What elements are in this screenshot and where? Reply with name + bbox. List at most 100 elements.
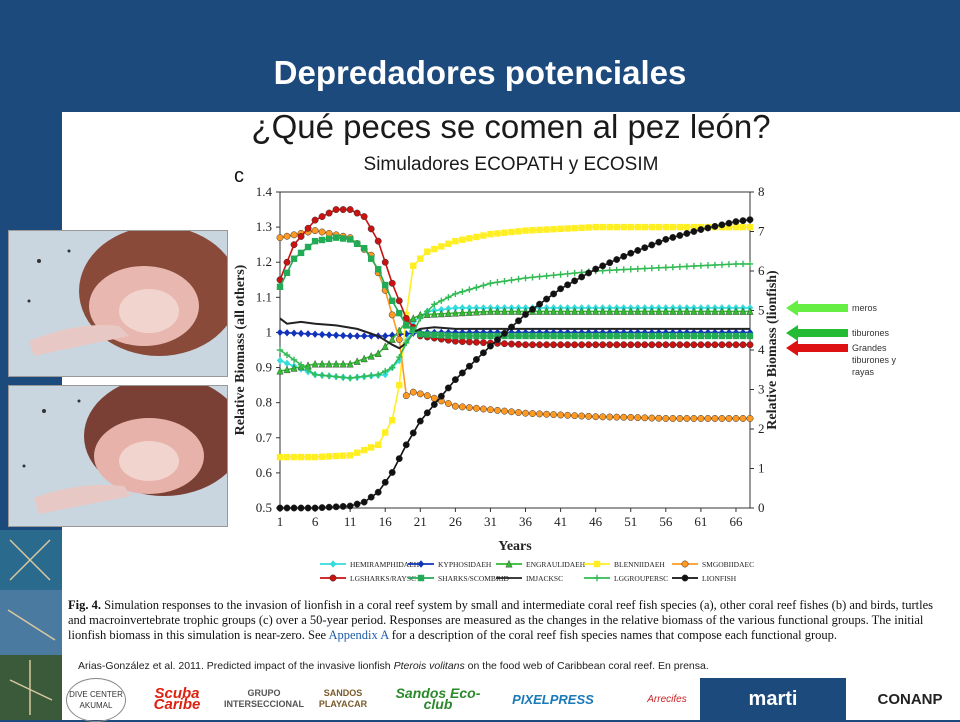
- series-point-6: [732, 341, 740, 349]
- series-point-10: [522, 311, 529, 318]
- series-point-4: [424, 248, 431, 255]
- series-point-10: [290, 504, 298, 512]
- series-point-9: [297, 361, 305, 368]
- x-tick-label: 46: [589, 514, 603, 529]
- series-point-10: [655, 238, 663, 246]
- series-point-10: [739, 217, 747, 225]
- series-point-5: [479, 405, 487, 413]
- series-point-10: [627, 249, 635, 257]
- series-point-10: [613, 256, 621, 263]
- series-point-2: [290, 329, 298, 337]
- series-point-6: [627, 341, 635, 349]
- series-point-6: [648, 341, 656, 349]
- series-point-10: [543, 295, 551, 303]
- series-point-10: [641, 244, 649, 252]
- series-point-7: [655, 332, 663, 340]
- series-point-3: [739, 307, 747, 315]
- series-point-6: [290, 241, 298, 249]
- series-point-10: [283, 504, 291, 512]
- series-line-8: [279, 317, 750, 350]
- biomass-chart: c1 6 11 16 21 26 31 36 41 46 51 56 61 660.50.60.70.80…: [233, 165, 780, 583]
- series-point-7: [599, 332, 606, 340]
- y-tick-label: 1: [266, 324, 273, 339]
- series-point-4: [290, 453, 298, 461]
- series-point-10: [515, 317, 522, 325]
- x-tick-label: 51: [624, 514, 637, 529]
- series-point-9: [683, 263, 691, 270]
- series-point-4: [585, 224, 592, 231]
- series-point-7: [508, 332, 515, 340]
- series-point-4: [431, 245, 438, 253]
- series-point-9: [557, 271, 564, 278]
- series-point-7: [396, 309, 403, 317]
- series-point-4: [725, 223, 733, 231]
- series-point-3: [718, 307, 726, 315]
- x-tick-label: 36: [519, 514, 533, 529]
- series-point-4: [283, 453, 291, 461]
- legend-marker: [681, 560, 689, 568]
- series-point-5: [704, 415, 712, 422]
- series-point-5: [451, 402, 459, 410]
- x-tick-label: 56: [659, 514, 673, 529]
- series-point-10: [697, 226, 705, 233]
- legend-marker: [593, 574, 601, 582]
- series-point-10: [599, 262, 607, 270]
- x-tick-label: 21: [414, 514, 427, 529]
- series-point-5: [458, 403, 466, 411]
- series-point-4: [746, 223, 754, 231]
- series-point-3: [557, 307, 565, 315]
- series-point-7: [571, 332, 578, 340]
- series-point-4: [501, 229, 508, 236]
- series-point-7: [276, 283, 284, 290]
- series-point-3: [283, 365, 291, 374]
- series-point-4: [375, 441, 382, 448]
- series-point-9: [466, 286, 473, 293]
- series-point-9: [332, 373, 340, 380]
- series-point-2: [353, 332, 361, 340]
- series-point-3: [493, 307, 501, 315]
- series-point-6: [479, 339, 487, 347]
- series-point-6: [746, 341, 754, 349]
- series-point-4: [655, 223, 663, 231]
- series-point-4: [389, 417, 396, 424]
- series-point-2: [283, 329, 291, 337]
- series-point-4: [550, 226, 557, 233]
- logo-scuba-caribe: Scuba Caribe: [153, 685, 201, 713]
- series-point-3: [697, 307, 705, 315]
- series-point-10: [606, 259, 614, 267]
- series-point-2: [304, 330, 312, 338]
- series-point-9: [276, 346, 284, 354]
- series-point-3: [339, 359, 347, 368]
- series-point-3: [451, 308, 459, 317]
- series-point-9: [452, 290, 459, 298]
- series-point-3: [437, 309, 445, 318]
- series-point-6: [311, 216, 319, 224]
- series-point-4: [382, 429, 389, 436]
- series-point-7: [487, 332, 494, 340]
- series-point-5: [402, 392, 410, 400]
- series-point-6: [550, 341, 558, 349]
- series-point-6: [606, 341, 614, 349]
- series-point-4: [360, 446, 368, 454]
- series-point-6: [641, 341, 649, 349]
- series-point-6: [697, 341, 705, 349]
- appendix-link[interactable]: Appendix A: [328, 628, 389, 642]
- series-point-1: [283, 359, 291, 368]
- series-point-4: [417, 255, 424, 262]
- series-point-10: [381, 478, 389, 486]
- series-point-4: [641, 223, 648, 231]
- series-point-4: [318, 453, 326, 460]
- series-point-9: [480, 282, 487, 289]
- arrow-label-3: Grandes tiburones y rayas: [852, 343, 897, 377]
- series-point-6: [297, 233, 305, 240]
- slide-title: Depredadores potenciales: [273, 54, 687, 91]
- series-point-3: [711, 307, 719, 315]
- series-point-10: [578, 273, 586, 281]
- series-point-5: [739, 415, 747, 422]
- series-point-6: [508, 340, 515, 348]
- series-point-4: [438, 243, 445, 250]
- series-point-9: [662, 264, 670, 271]
- series-point-9: [529, 274, 536, 281]
- series-point-3: [374, 349, 382, 357]
- series-point-2: [318, 330, 326, 339]
